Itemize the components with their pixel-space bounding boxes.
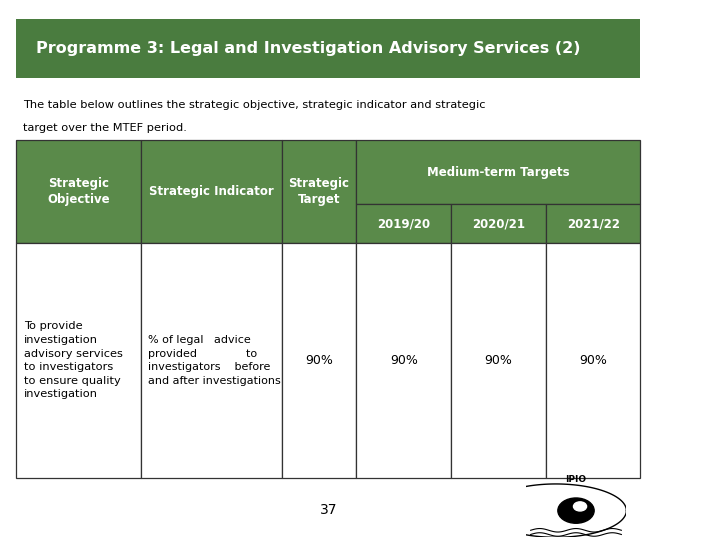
- Text: 90%: 90%: [305, 354, 333, 367]
- Text: 2020/21: 2020/21: [472, 217, 525, 230]
- Text: target over the MTEF period.: target over the MTEF period.: [23, 123, 187, 133]
- Text: Strategic
Target: Strategic Target: [289, 177, 349, 206]
- Bar: [356, 243, 451, 478]
- Text: 90%: 90%: [485, 354, 513, 367]
- Text: 2019/20: 2019/20: [377, 217, 431, 230]
- Text: Programme 3: Legal and Investigation Advisory Services (2): Programme 3: Legal and Investigation Adv…: [36, 41, 580, 56]
- Bar: [356, 204, 451, 243]
- Text: STRATEGIC PLAN AND APP TARGETS: STRATEGIC PLAN AND APP TARGETS: [684, 167, 693, 351]
- Bar: [141, 140, 282, 243]
- Bar: [17, 19, 640, 78]
- Bar: [17, 140, 141, 243]
- Text: The table below outlines the strategic objective, strategic indicator and strate: The table below outlines the strategic o…: [23, 100, 485, 110]
- Circle shape: [574, 502, 587, 511]
- Bar: [546, 243, 640, 478]
- Bar: [141, 243, 282, 478]
- Text: Medium-term Targets: Medium-term Targets: [427, 166, 570, 179]
- Text: IPIO: IPIO: [565, 475, 587, 483]
- Text: To provide
investigation
advisory services
to investigators
to ensure quality
in: To provide investigation advisory servic…: [24, 321, 123, 400]
- Text: 37: 37: [320, 503, 337, 517]
- Bar: [282, 140, 356, 243]
- Bar: [546, 204, 640, 243]
- Bar: [282, 243, 356, 478]
- Text: Strategic Indicator: Strategic Indicator: [149, 185, 274, 198]
- Text: Strategic
Objective: Strategic Objective: [48, 177, 110, 206]
- Text: % of legal   advice
provided              to
investigators    before
and after i: % of legal advice provided to investigat…: [148, 335, 281, 386]
- Circle shape: [558, 498, 594, 523]
- Text: 2021/22: 2021/22: [567, 217, 620, 230]
- Bar: [451, 243, 546, 478]
- Bar: [17, 243, 141, 478]
- Text: 90%: 90%: [579, 354, 607, 367]
- Text: 90%: 90%: [390, 354, 418, 367]
- Bar: [356, 140, 640, 204]
- Bar: [451, 204, 546, 243]
